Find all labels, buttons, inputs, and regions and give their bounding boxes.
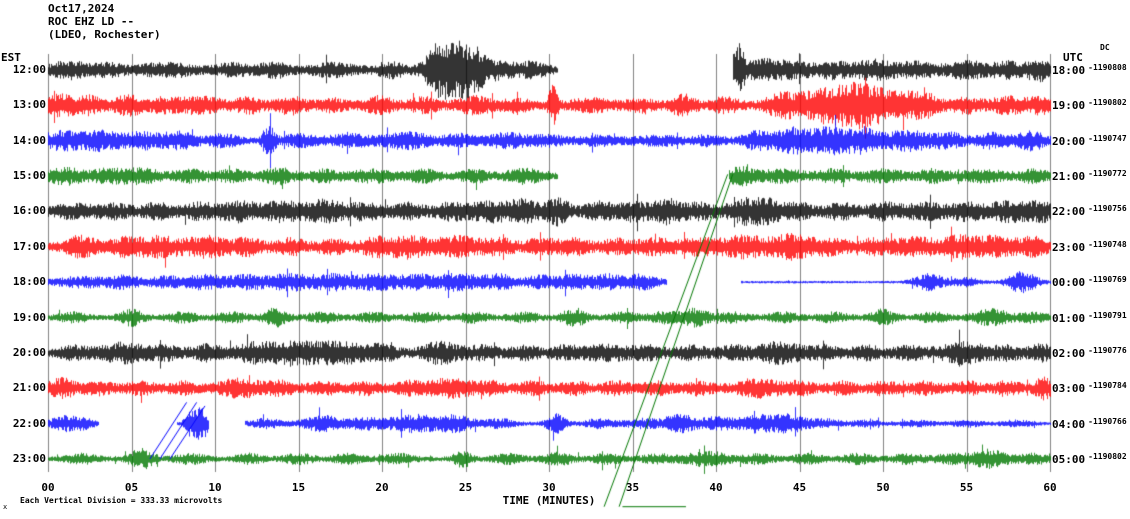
est-time-label: 21:00 bbox=[12, 381, 46, 394]
est-time-label: 15:00 bbox=[12, 169, 46, 182]
utc-time-label: 22:00 -1190756 bbox=[1052, 204, 1127, 218]
dc-value: -1190766 bbox=[1088, 417, 1127, 426]
utc-time-label: 23:00 -1190748 bbox=[1052, 240, 1127, 254]
station-label: ROC EHZ LD -- bbox=[48, 15, 135, 28]
est-time-label: 17:00 bbox=[12, 240, 46, 253]
location-label: (LDEO, Rochester) bbox=[48, 28, 161, 41]
utc-time-label: 00:00 -1190769 bbox=[1052, 275, 1127, 289]
x-tick-label: 30 bbox=[542, 481, 556, 494]
dc-value: -1190802 bbox=[1088, 452, 1127, 461]
est-time-label: 22:00 bbox=[12, 417, 46, 430]
corner-mark: x bbox=[3, 503, 8, 511]
utc-time-label: 20:00 -1190747 bbox=[1052, 134, 1127, 148]
est-time-label: 19:00 bbox=[12, 311, 46, 324]
utc-time-label: 05:00 -1190802 bbox=[1052, 452, 1127, 466]
utc-time-label: 04:00 -1190766 bbox=[1052, 417, 1127, 431]
dc-header-label: DC bbox=[1100, 43, 1110, 52]
x-tick-label: 05 bbox=[124, 481, 139, 494]
utc-time-label: 19:00 -1190802 bbox=[1052, 98, 1127, 112]
x-axis-title: TIME (MINUTES) bbox=[502, 494, 596, 507]
utc-time-label: 02:00 -1190776 bbox=[1052, 346, 1127, 360]
date-label: Oct17,2024 bbox=[48, 2, 115, 15]
x-tick-label: 00 bbox=[41, 481, 55, 494]
dc-value: -1190756 bbox=[1088, 204, 1127, 213]
est-time-label: 23:00 bbox=[12, 452, 46, 465]
dc-value: -1190791 bbox=[1088, 311, 1127, 320]
x-tick-label: 10 bbox=[208, 481, 222, 494]
est-time-label: 12:00 bbox=[12, 63, 46, 76]
dc-value: -1190772 bbox=[1088, 169, 1127, 178]
x-tick-label: 20 bbox=[375, 481, 389, 494]
utc-time-label: 21:00 -1190772 bbox=[1052, 169, 1127, 183]
x-tick-label: 40 bbox=[709, 481, 723, 494]
x-tick-label: 50 bbox=[876, 481, 890, 494]
est-time-label: 14:00 bbox=[12, 134, 46, 147]
x-tick-label: 55 bbox=[959, 481, 974, 494]
est-header-label: EST bbox=[1, 51, 21, 64]
dc-value: -1190769 bbox=[1088, 275, 1127, 284]
est-time-label: 16:00 bbox=[12, 204, 46, 217]
utc-time-label: 18:00 -1190808 bbox=[1052, 63, 1127, 77]
dc-value: -1190784 bbox=[1088, 381, 1127, 390]
x-tick-label: 60 bbox=[1043, 481, 1057, 494]
scale-note: Each Vertical Division = 333.33 microvol… bbox=[20, 496, 223, 505]
utc-time-label: 01:00 -1190791 bbox=[1052, 311, 1127, 325]
est-time-label: 20:00 bbox=[12, 346, 46, 359]
dc-value: -1190748 bbox=[1088, 240, 1127, 249]
dc-value: -1190747 bbox=[1088, 134, 1127, 143]
dc-value: -1190776 bbox=[1088, 346, 1127, 355]
x-tick-label: 45 bbox=[792, 481, 807, 494]
est-time-label: 13:00 bbox=[12, 98, 46, 111]
dc-value: -1190802 bbox=[1088, 98, 1127, 107]
dc-value: -1190808 bbox=[1088, 63, 1127, 72]
x-tick-label: 25 bbox=[458, 481, 473, 494]
utc-header-label: UTC bbox=[1063, 51, 1083, 64]
x-tick-label: 35 bbox=[625, 481, 640, 494]
x-tick-label: 15 bbox=[291, 481, 306, 494]
est-time-label: 18:00 bbox=[12, 275, 46, 288]
utc-time-label: 03:00 -1190784 bbox=[1052, 381, 1127, 395]
